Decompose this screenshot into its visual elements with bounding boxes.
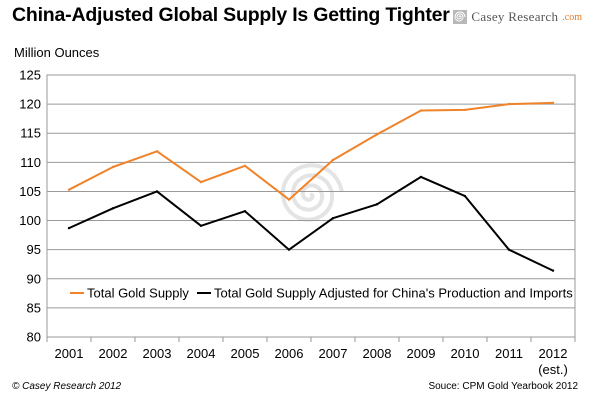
x-tick-label: 2010: [451, 346, 480, 361]
y-tick-label: 110: [20, 155, 41, 170]
data-point: [67, 226, 71, 230]
legend-label: Total Gold Supply: [87, 286, 189, 301]
data-point: [551, 101, 555, 105]
brand-spiral-icon: [453, 10, 468, 24]
data-point: [419, 109, 423, 112]
data-point: [287, 198, 291, 201]
series-line-2: [68, 175, 554, 272]
data-point: [331, 158, 335, 162]
data-point: [463, 194, 467, 198]
y-tick-label: 80: [27, 330, 41, 345]
brand-name: Casey Research: [471, 9, 559, 24]
series-line-1: [68, 101, 554, 201]
y-tick-label: 120: [19, 97, 41, 112]
x-tick-label: 2009: [407, 346, 436, 361]
x-tick-label: 2011: [495, 346, 523, 361]
x-tick-label: 2007: [319, 346, 348, 361]
source-note: Souce: CPM Gold Yearbook 2012: [428, 381, 578, 392]
y-tick-label: 100: [19, 213, 41, 228]
data-point: [287, 248, 291, 251]
x-tick-label: 2002: [99, 346, 128, 361]
x-tick-label: 2008: [363, 346, 392, 361]
y-tick-label: 105: [19, 184, 41, 199]
watermark-spiral-icon: [280, 163, 344, 222]
data-point: [331, 217, 335, 220]
x-tick-sublabel: (est.): [538, 362, 568, 377]
data-point: [375, 133, 379, 136]
data-point: [551, 269, 555, 272]
data-point: [375, 203, 379, 206]
data-point: [507, 102, 511, 106]
data-point: [507, 248, 511, 251]
x-tick-label: 2004: [187, 346, 216, 361]
data-point: [155, 190, 159, 193]
x-tick-label: 2005: [231, 346, 260, 361]
y-axis-label: Million Ounces: [14, 45, 100, 60]
legend-label: Total Gold Supply Adjusted for China's P…: [214, 286, 573, 301]
data-point: [111, 165, 115, 169]
data-point: [199, 180, 203, 184]
data-point: [243, 210, 247, 213]
data-point: [243, 164, 247, 168]
brand-logo-area: Casey Research .com: [453, 9, 582, 25]
x-tick-label: 2012: [539, 346, 568, 361]
data-point: [463, 108, 467, 112]
y-tick-label: 95: [27, 242, 41, 257]
x-tick-label: 2001: [55, 346, 84, 361]
y-tick-label: 115: [20, 126, 41, 141]
x-tick-label: 2006: [275, 346, 304, 361]
chart-title: China-Adjusted Global Supply Is Getting …: [12, 4, 450, 26]
data-point: [419, 175, 423, 179]
brand-domain: .com: [562, 11, 582, 23]
data-point: [155, 150, 159, 153]
y-tick-label: 85: [27, 300, 41, 315]
data-point: [199, 224, 203, 227]
y-tick-label: 125: [19, 68, 41, 83]
data-point: [111, 207, 115, 210]
y-tick-label: 90: [27, 271, 41, 286]
x-tick-label: 2003: [143, 346, 172, 361]
data-point: [67, 188, 71, 191]
copyright-note: © Casey Research 2012: [12, 381, 122, 392]
